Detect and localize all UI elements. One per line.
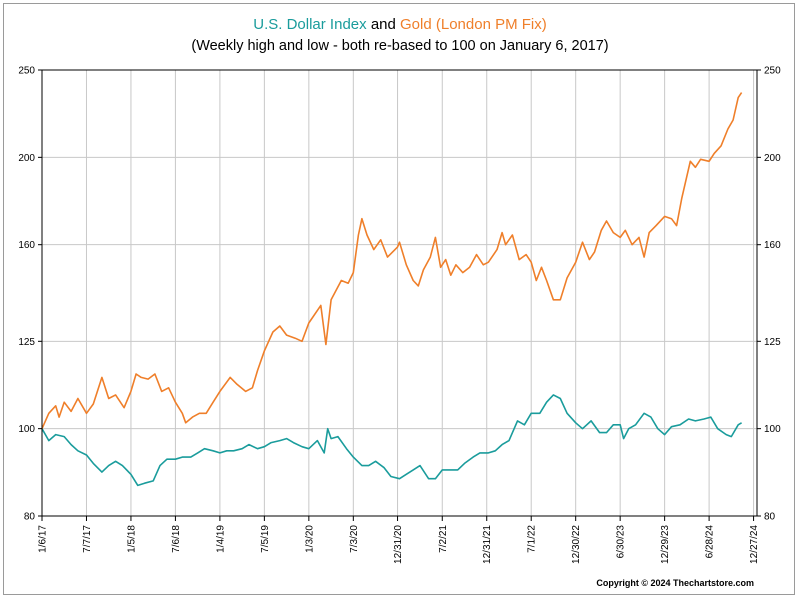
y-tick-label-right: 80 [764, 512, 776, 523]
x-tick-label: 6/30/23 [616, 525, 627, 559]
chart-subtitle: (Weekly high and low - both re-based to … [191, 38, 609, 54]
gridlines [41, 69, 757, 517]
y-tick-label-left: 80 [24, 512, 36, 523]
y-tick-label-left: 250 [18, 66, 35, 77]
y-tick-label-left: 100 [18, 424, 35, 435]
y-tick-label-left: 125 [18, 337, 35, 348]
y-tick-label-left: 200 [18, 153, 35, 164]
y-tick-label-left: 160 [18, 240, 35, 251]
x-tick-label: 7/3/20 [349, 525, 360, 553]
x-tick-label: 6/28/24 [705, 525, 716, 559]
gold-line [41, 92, 743, 430]
usd-index-line [41, 394, 743, 487]
x-tick-label: 12/27/24 [749, 525, 760, 564]
x-tick-label: 12/31/20 [393, 525, 404, 564]
x-tick-label: 12/30/22 [571, 525, 582, 564]
x-tick-label: 1/3/20 [304, 525, 315, 553]
y-tick-label-right: 100 [764, 424, 781, 435]
x-tick-label: 1/4/19 [215, 525, 226, 553]
title-series-gold: Gold (London PM Fix) [400, 16, 547, 33]
x-tick-label: 7/1/22 [527, 525, 538, 553]
y-tick-label-right: 200 [764, 153, 781, 164]
x-tick-label: 7/2/21 [438, 525, 449, 553]
series-lines [41, 92, 743, 487]
x-tick-label: 12/29/23 [660, 525, 671, 564]
title-joiner: and [370, 16, 396, 33]
title-series-usd: U.S. Dollar Index [253, 16, 367, 33]
tick-labels: 80 80 100 100 125 125 160 160 200 200 250 250 1/6/17… [18, 66, 781, 564]
y-tick-label-right: 160 [764, 240, 781, 251]
plot-border [41, 69, 758, 517]
x-tick-label: 7/7/17 [82, 525, 93, 553]
x-tick-label: 1/6/17 [38, 525, 49, 553]
y-tick-label-right: 250 [764, 66, 781, 77]
x-tick-label: 7/5/19 [260, 525, 271, 553]
y-tick-label-right: 125 [764, 337, 781, 348]
x-tick-label: 12/31/21 [482, 525, 493, 564]
chart-frame [3, 3, 795, 595]
x-tick-label: 7/6/18 [171, 525, 182, 553]
copyright-text: Copyright © 2024 Thechartstore.com [596, 578, 754, 588]
chart-title: U.S. Dollar Index and Gold (London PM Fi… [0, 16, 800, 33]
x-tick-label: 1/5/18 [126, 525, 137, 553]
